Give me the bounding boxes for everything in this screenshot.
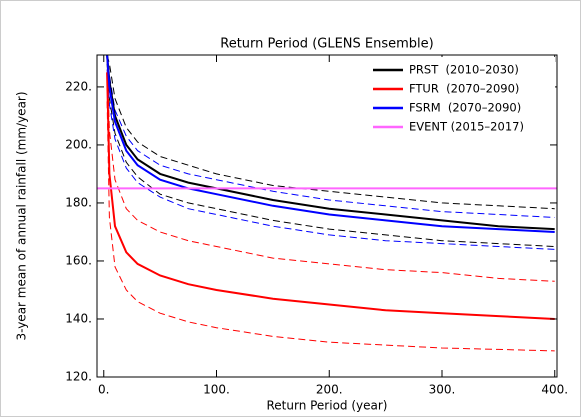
chart-title: Return Period (GLENS Ensemble) bbox=[220, 37, 433, 52]
legend-label: EVENT (2015–2017) bbox=[409, 120, 524, 134]
y-tick-label: 160. bbox=[65, 253, 92, 267]
series-line bbox=[106, 63, 555, 247]
x-tick-label: 100. bbox=[203, 383, 230, 397]
x-axis-label: Return Period (year) bbox=[266, 399, 387, 413]
legend-label: FSRM (2070–2090) bbox=[409, 101, 521, 115]
series-line bbox=[106, 69, 555, 250]
y-axis-label: 3-year mean of annual rainfall (mm/year) bbox=[15, 91, 29, 340]
x-tick-label: 200. bbox=[316, 383, 343, 397]
plot-area bbox=[97, 55, 557, 352]
series-line bbox=[106, 55, 555, 231]
series-line bbox=[106, 101, 555, 352]
series-line bbox=[106, 55, 555, 233]
series-line bbox=[106, 72, 555, 320]
series-line bbox=[106, 55, 555, 218]
x-tick-label: 0. bbox=[98, 383, 109, 397]
y-tick-label: 180. bbox=[65, 195, 92, 209]
y-tick-label: 200. bbox=[65, 137, 92, 151]
y-tick-label: 220. bbox=[65, 79, 92, 93]
x-tick-label: 400. bbox=[541, 383, 568, 397]
legend-label: PRST (2010–2030) bbox=[409, 63, 519, 77]
x-tick-label: 300. bbox=[429, 383, 456, 397]
series-line bbox=[106, 55, 555, 210]
plot-border bbox=[96, 54, 558, 378]
y-tick-label: 140. bbox=[65, 311, 92, 325]
series-line bbox=[106, 55, 555, 282]
legend-label: FTUR (2070–2090) bbox=[409, 82, 519, 96]
y-tick-label: 120. bbox=[65, 370, 92, 384]
